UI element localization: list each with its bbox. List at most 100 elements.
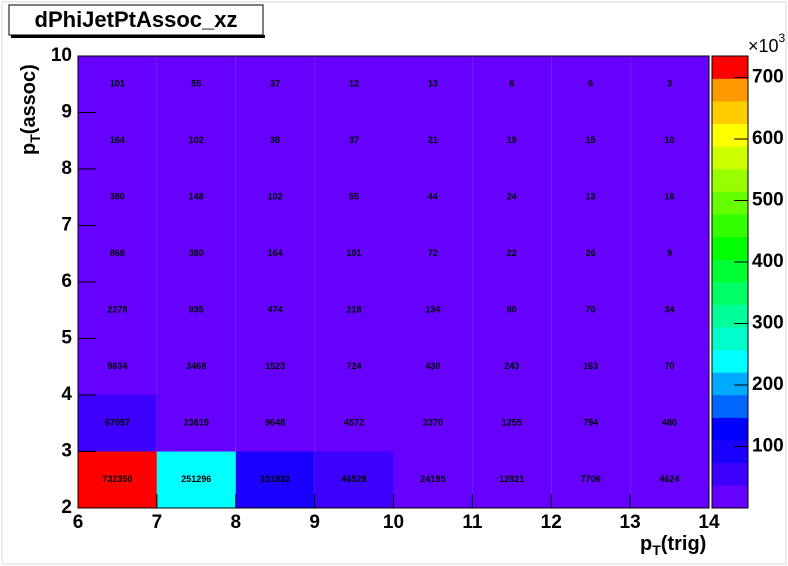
y-label-rest: (assoc) xyxy=(18,64,40,134)
cell-label: 38 xyxy=(270,135,280,145)
heatmap-cell xyxy=(235,282,315,339)
cell-label: 70 xyxy=(586,305,596,315)
cell-label: 148 xyxy=(189,192,204,202)
chart-title: dPhiJetPtAssoc_xz xyxy=(35,7,238,32)
title-box xyxy=(8,4,264,36)
heatmap-cell xyxy=(314,169,394,226)
heatmap-cell xyxy=(393,225,473,282)
x-tick-label: 8 xyxy=(230,512,241,533)
cell-label: 4572 xyxy=(344,418,364,428)
colorbar-band xyxy=(711,100,749,125)
cell-label: 474 xyxy=(268,305,283,315)
cell-label: 9 xyxy=(667,248,672,258)
colorbar-band xyxy=(711,236,749,260)
title-box-shadow xyxy=(11,35,265,38)
cell-label: 102 xyxy=(268,192,283,202)
heatmap-cell xyxy=(78,112,157,169)
y-tick-label: 3 xyxy=(61,441,72,462)
colorbar-band xyxy=(711,123,749,147)
y-axis-label: pT(assoc) xyxy=(18,64,42,155)
heatmap-cell xyxy=(78,56,157,113)
heatmap-cell xyxy=(78,451,157,508)
cell-label: 9648 xyxy=(265,418,285,428)
cell-label: 10 xyxy=(665,135,675,145)
cell-label: 37 xyxy=(349,135,359,145)
heatmap-cell xyxy=(472,282,552,339)
cell-label: 3 xyxy=(667,79,672,89)
cell-label: 67057 xyxy=(105,418,130,428)
x-tick-label: 7 xyxy=(152,512,163,533)
cell-label: 55 xyxy=(349,192,359,202)
x-label-sub: T xyxy=(652,542,661,558)
heatmap-cell xyxy=(472,56,552,113)
heatmap-cell xyxy=(630,451,709,508)
colorbar-band xyxy=(711,78,749,102)
heatmap-cell xyxy=(472,112,552,169)
heatmap-cell xyxy=(235,112,315,169)
x-tick-label: 6 xyxy=(73,512,84,533)
cell-label: 13 xyxy=(586,192,596,202)
x-tick-label: 9 xyxy=(309,512,320,533)
heatmap-cell xyxy=(472,225,552,282)
x-tick-label: 14 xyxy=(698,512,720,533)
heatmap-cell xyxy=(551,225,631,282)
cell-label: 12821 xyxy=(499,474,524,484)
heatmap-cell xyxy=(551,395,631,452)
x-tick-label: 12 xyxy=(541,512,562,533)
heatmap-cell xyxy=(314,56,394,113)
x-label-main: p xyxy=(640,533,652,555)
cell-label: 868 xyxy=(110,248,125,258)
cell-label: 70 xyxy=(665,361,675,371)
y-tick-label: 6 xyxy=(61,271,72,292)
cell-label: 37 xyxy=(270,79,280,89)
cell-label: 2278 xyxy=(107,305,127,315)
heatmap-cell xyxy=(393,112,473,169)
plot: 732350 251296 101932 46528 24195 12821 7706 462… xyxy=(51,45,784,533)
cell-label: 480 xyxy=(662,418,677,428)
heatmap-cell xyxy=(551,169,631,226)
heatmap-cell xyxy=(78,282,157,339)
heatmap-cell xyxy=(551,338,631,395)
heatmap-cell xyxy=(78,169,157,226)
heatmap-cell xyxy=(551,282,631,339)
colorbar-band xyxy=(711,372,749,396)
cell-label: 9634 xyxy=(107,361,127,371)
heatmap-cell xyxy=(156,451,236,508)
colorbar-band xyxy=(711,213,749,238)
colorbar-band xyxy=(711,417,749,441)
cell-label: 80 xyxy=(507,305,517,315)
heatmap-cell xyxy=(472,395,552,452)
colorbar-band xyxy=(711,462,749,486)
heatmap-cell xyxy=(156,225,236,282)
x-tick-label: 13 xyxy=(620,512,641,533)
cell-label: 21 xyxy=(428,135,438,145)
cell-label: 26 xyxy=(586,248,596,258)
cell-label: 19 xyxy=(507,135,517,145)
z-tick-label: 700 xyxy=(752,67,784,88)
y-tick-label: 10 xyxy=(51,45,72,66)
colorbar-band xyxy=(711,55,749,79)
cell-label: 101932 xyxy=(260,474,290,484)
heatmap-cell xyxy=(314,395,394,452)
heatmap-cell xyxy=(630,282,709,339)
heatmap-cell xyxy=(314,112,394,169)
heatmap-cell xyxy=(235,451,315,508)
cell-label: 163 xyxy=(583,361,598,371)
cell-label: 430 xyxy=(425,361,440,371)
cell-label: 55 xyxy=(191,79,201,89)
cell-label: 1523 xyxy=(265,361,285,371)
cell-label: 164 xyxy=(268,248,283,258)
cell-label: 72 xyxy=(428,248,438,258)
cell-label: 15 xyxy=(586,135,596,145)
cell-label: 102 xyxy=(189,135,204,145)
z-tick-label: 200 xyxy=(752,374,784,395)
heatmap-cell xyxy=(314,451,394,508)
z-tick-label: 400 xyxy=(752,251,784,272)
heatmap-cell xyxy=(393,395,473,452)
heatmap-cell xyxy=(78,395,157,452)
heatmap-cell xyxy=(630,169,709,226)
heatmap-cell xyxy=(472,338,552,395)
cell-label: 724 xyxy=(347,361,362,371)
heatmap-cell xyxy=(630,338,709,395)
